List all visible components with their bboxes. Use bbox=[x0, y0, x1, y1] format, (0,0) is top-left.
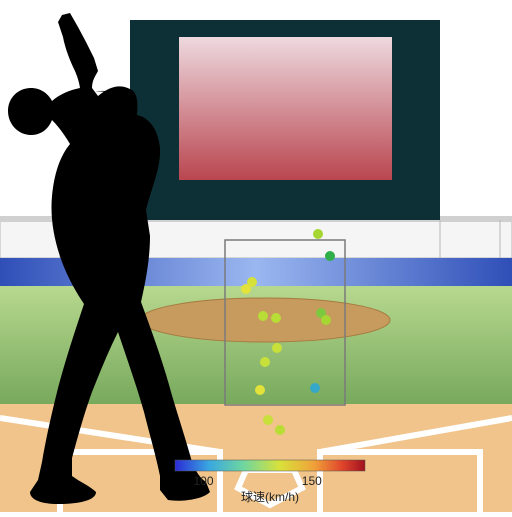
chart-svg: 100 150球速(km/h) bbox=[0, 0, 512, 512]
pitch-marker bbox=[263, 415, 273, 425]
pitch-marker bbox=[313, 229, 323, 239]
pitch-marker bbox=[325, 251, 335, 261]
colorbar-label: 球速(km/h) bbox=[241, 490, 299, 504]
pitch-marker bbox=[275, 425, 285, 435]
pitch-marker bbox=[310, 383, 320, 393]
pitch-marker bbox=[258, 311, 268, 321]
colorbar-tick: 100 bbox=[193, 474, 213, 488]
pitch-marker bbox=[272, 343, 282, 353]
pitch-marker bbox=[260, 357, 270, 367]
colorbar-gradient bbox=[175, 460, 365, 471]
pitch-marker bbox=[321, 315, 331, 325]
pitch-marker bbox=[241, 284, 251, 294]
pitch-marker bbox=[271, 313, 281, 323]
colorbar-tick: 150 bbox=[302, 474, 322, 488]
pitch-location-chart: 100 150球速(km/h) bbox=[0, 0, 512, 512]
pitch-marker bbox=[255, 385, 265, 395]
